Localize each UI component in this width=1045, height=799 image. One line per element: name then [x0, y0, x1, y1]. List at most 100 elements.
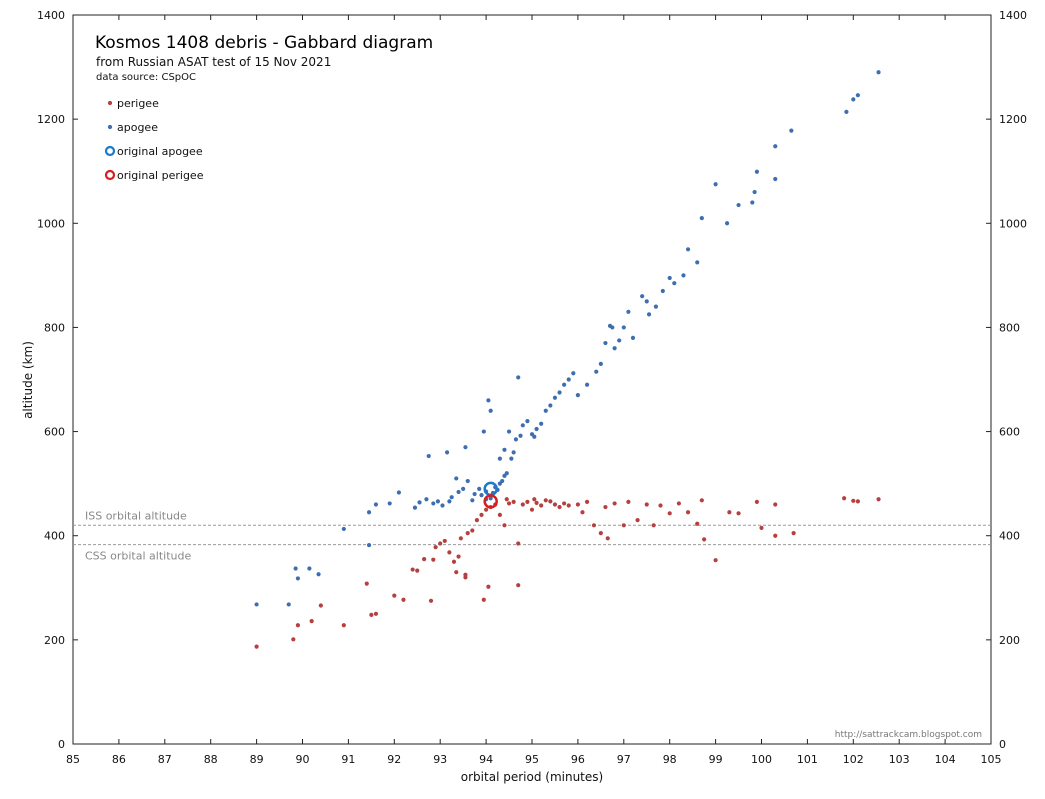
perigee-point — [401, 597, 406, 602]
y-tick-label-left: 800 — [44, 321, 65, 334]
y-tick-label-right: 1000 — [999, 217, 1027, 230]
x-tick-label: 85 — [66, 753, 80, 766]
apogee-point — [509, 456, 514, 461]
y-tick-label-right: 1200 — [999, 113, 1027, 126]
perigee-point — [438, 541, 443, 546]
y-tick-label-right: 400 — [999, 530, 1020, 543]
apogee-point — [525, 419, 530, 424]
perigee-point — [458, 536, 463, 541]
apogee-point — [254, 602, 259, 607]
apogee-point — [646, 312, 652, 317]
perigee-point — [465, 531, 470, 536]
apogee-point — [548, 403, 553, 408]
apogee-point — [444, 450, 450, 455]
perigee-point — [676, 501, 681, 506]
perigee-point — [431, 557, 436, 562]
legend-label: original perigee — [117, 169, 204, 182]
apogee-point — [660, 288, 665, 294]
perigee-point — [433, 545, 438, 550]
apogee-point — [461, 486, 466, 491]
apogee-point — [426, 453, 431, 459]
perigee-point — [520, 502, 525, 507]
perigee-point — [543, 498, 548, 503]
x-tick-label: 95 — [525, 753, 539, 766]
perigee-point — [566, 503, 571, 508]
perigee-point — [463, 572, 468, 577]
apogee-point — [440, 503, 445, 508]
apogee-point — [626, 309, 631, 314]
apogee-point — [456, 489, 461, 495]
y-tick-label-left: 1000 — [37, 217, 65, 230]
legend-label: perigee — [117, 97, 159, 110]
apogee-point — [488, 408, 493, 413]
apogee-point — [844, 109, 849, 114]
perigee-point — [552, 502, 558, 507]
apogee-point — [502, 447, 507, 452]
apogee-point — [557, 390, 562, 395]
apogee-point — [447, 499, 452, 504]
perigee-point — [695, 521, 700, 526]
y-tick-label-right: 600 — [999, 426, 1020, 439]
perigee-point — [474, 517, 480, 523]
perigee-point — [497, 512, 502, 517]
x-tick-label: 104 — [935, 753, 956, 766]
perigee-point — [605, 536, 610, 541]
apogee-point — [640, 294, 645, 299]
apogee-point — [513, 437, 519, 442]
x-tick-label: 96 — [571, 753, 585, 766]
y-tick-label-right: 200 — [999, 634, 1020, 647]
data-source-note: data source: CSpOC — [96, 72, 196, 83]
chart-title: Kosmos 1408 debris - Gabbard diagram — [95, 33, 433, 53]
x-tick-label: 100 — [751, 753, 772, 766]
perigee-point — [506, 501, 512, 506]
perigee-point — [727, 510, 732, 515]
perigee-point — [621, 523, 626, 528]
apogee-point — [571, 371, 576, 376]
y-tick-label-right: 0 — [999, 738, 1006, 751]
apogee-point — [685, 247, 691, 252]
legend: perigee apogee original apogee original per… — [104, 97, 204, 182]
apogee-point — [539, 421, 544, 426]
apogee-point — [488, 496, 493, 501]
x-tick-label: 89 — [250, 753, 264, 766]
apogee-point — [412, 505, 418, 510]
apogee-point — [396, 490, 401, 495]
perigee-point — [580, 510, 585, 515]
apogee-point — [307, 566, 312, 571]
perigee-point — [442, 538, 447, 544]
apogee-point — [789, 128, 794, 133]
perigee-point — [754, 499, 760, 504]
apogee-point — [695, 260, 700, 265]
perigee-point — [295, 623, 301, 628]
perigee-point — [791, 531, 796, 536]
apogee-point — [534, 426, 539, 432]
perigee-point — [502, 523, 507, 528]
apogee-point — [754, 169, 760, 174]
apogee-point — [566, 377, 571, 382]
perigee-point — [470, 528, 475, 533]
y-axis-label: altitude (km) — [21, 341, 35, 419]
apogee-point — [293, 566, 298, 571]
perigee-point — [410, 567, 415, 572]
y-tick-label-left: 400 — [44, 530, 65, 543]
perigee-point — [685, 510, 691, 515]
perigee-point — [584, 499, 590, 504]
legend-label: original apogee — [117, 145, 203, 158]
perigee-point — [486, 584, 491, 589]
reference-line-label: ISS orbital altitude — [85, 509, 187, 522]
x-tick-label: 87 — [158, 753, 172, 766]
perigee-point — [855, 499, 860, 504]
apogee-point — [516, 375, 521, 380]
apogee-point — [341, 526, 346, 532]
perigee-point — [369, 612, 374, 617]
apogee-point — [851, 97, 856, 102]
perigee-point — [254, 644, 259, 649]
apogee-point — [479, 492, 484, 498]
x-tick-label: 101 — [797, 753, 818, 766]
apogee-point — [435, 499, 441, 504]
perigee-point — [651, 523, 656, 528]
legend-label: apogee — [117, 121, 158, 134]
credit-url: http://sattrackcam.blogspot.com — [835, 730, 982, 740]
x-tick-label: 91 — [341, 753, 355, 766]
